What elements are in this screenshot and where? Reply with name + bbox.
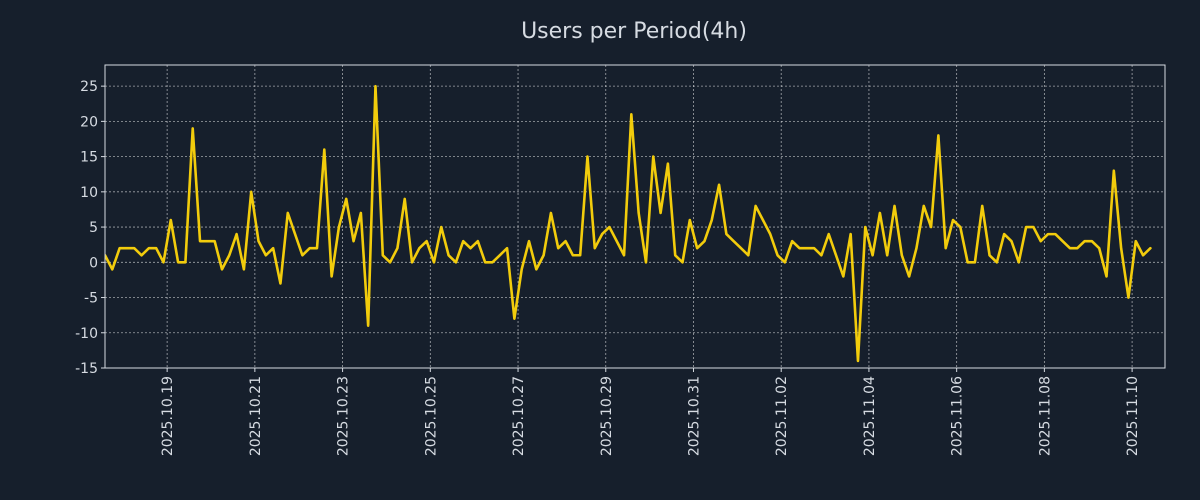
x-tick-label: 2025.10.23 [336, 376, 352, 456]
x-tick-label: 2025.11.04 [862, 376, 878, 456]
y-tick-label: -10 [75, 326, 98, 342]
x-tick-label: 2025.10.27 [511, 376, 527, 456]
x-tick-label: 2025.10.21 [248, 376, 264, 456]
y-tick-label: 0 [89, 255, 98, 271]
series-layer [105, 84, 1152, 363]
x-tick-label: 2025.10.31 [686, 376, 702, 456]
x-tick-label: 2025.11.10 [1125, 376, 1141, 456]
y-tick-label: -5 [84, 291, 98, 307]
x-tick-label: 2025.10.25 [423, 376, 439, 456]
grid [105, 65, 1165, 369]
x-tick-label: 2025.11.02 [774, 376, 790, 456]
chart-title: Users per Period(4h) [521, 19, 747, 44]
y-tick-label: 25 [80, 79, 98, 95]
y-tick-label: 10 [80, 185, 98, 201]
y-tick-label: 15 [80, 150, 98, 166]
x-tick-label: 2025.11.06 [950, 376, 966, 456]
x-tick-label: 2025.10.19 [160, 376, 176, 456]
y-tick-label: 5 [89, 220, 98, 236]
y-axis: -15 -10 -5 0 5 10 15 20 25 [75, 79, 105, 377]
series-line-users [105, 84, 1152, 363]
x-axis: 2025.10.19 2025.10.21 2025.10.23 2025.10.25… [160, 368, 1141, 456]
x-tick-label: 2025.11.08 [1037, 376, 1053, 456]
plot-frame [104, 64, 1166, 369]
x-tick-label: 2025.10.29 [599, 376, 615, 456]
y-tick-label: 20 [80, 114, 98, 130]
y-tick-label: -15 [75, 361, 98, 377]
